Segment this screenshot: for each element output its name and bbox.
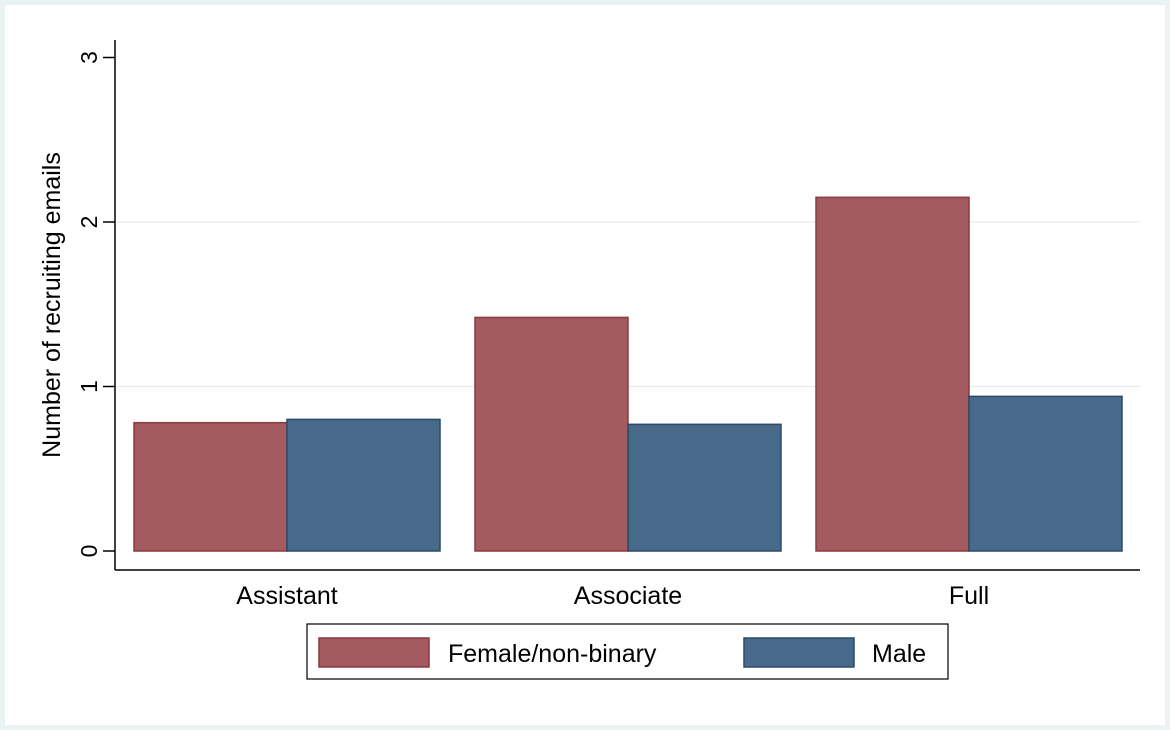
legend-swatch: [318, 637, 430, 668]
bar-male-full: [968, 395, 1123, 552]
x-tick-label: Full: [949, 582, 989, 610]
x-ticks: Assistant Associate Full: [236, 582, 989, 610]
y-axis-label: Number of recruiting emails: [38, 152, 66, 458]
bar-female-non-binary-associate: [474, 316, 629, 552]
bar-male-associate: [627, 423, 782, 552]
x-tick-label: Assistant: [236, 582, 337, 610]
x-tick-label: Associate: [574, 582, 682, 610]
bars: [133, 196, 1123, 552]
axes: [114, 40, 1140, 571]
bar-male-assistant: [286, 418, 441, 552]
y-tick-label: 2: [76, 216, 102, 229]
y-tick-label: 3: [76, 51, 102, 64]
legend-swatch: [743, 637, 855, 668]
y-tick-label: 1: [76, 380, 102, 393]
legend: Female/non-binary Male: [306, 623, 949, 680]
y-tick-label: 0: [76, 545, 102, 558]
y-ticks: 0 1 2 3: [76, 51, 115, 557]
bar-female-non-binary-full: [815, 196, 970, 552]
legend-label: Male: [872, 640, 926, 668]
bar-female-non-binary-assistant: [133, 421, 288, 552]
legend-label: Female/non-binary: [448, 640, 657, 668]
